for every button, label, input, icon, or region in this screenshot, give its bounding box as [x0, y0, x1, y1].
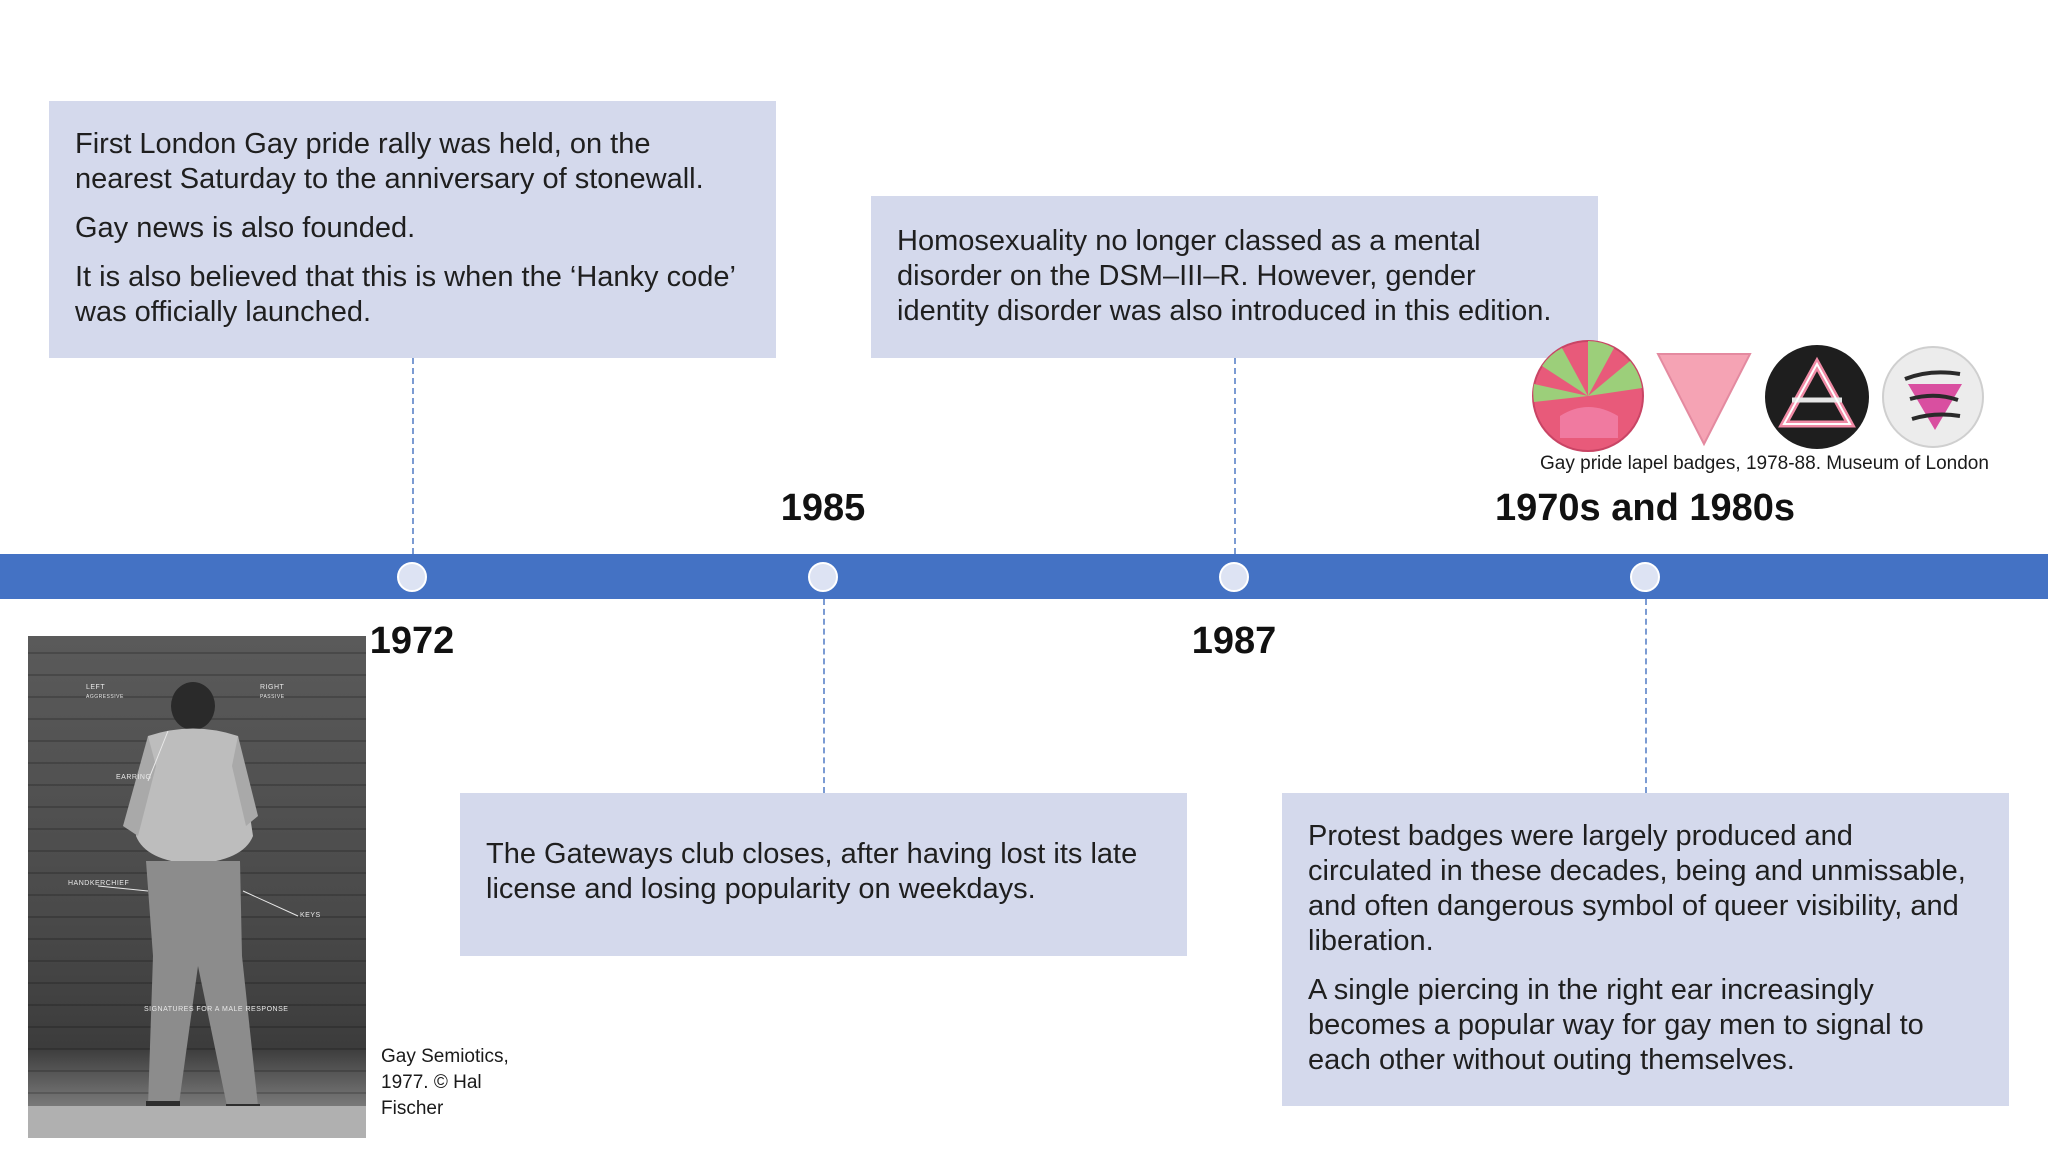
badges-image — [1522, 338, 1996, 458]
connector-1970s-1980s — [1645, 599, 1647, 793]
event-1972-text-1: First London Gay pride rally was held, o… — [75, 128, 704, 195]
year-label-1985: 1985 — [780, 487, 866, 529]
photo-label-left-sub: AGGRESSIVE — [86, 694, 124, 700]
connector-1987 — [1234, 358, 1236, 554]
gay-semiotics-photo: LEFT AGGRESSIVE RIGHT PASSIVE EARRING HA… — [28, 636, 366, 1138]
photo-label-keys: KEYS — [300, 912, 321, 919]
sun-badge — [1532, 340, 1644, 452]
event-box-1972: First London Gay pride rally was held, o… — [49, 101, 776, 358]
timeline-dot-1985 — [808, 562, 838, 592]
triangle-symbol-badge — [1765, 345, 1869, 449]
event-1970s-1980s-text-1: Protest badges were largely produced and… — [1308, 820, 1966, 957]
connector-1985 — [823, 599, 825, 793]
photo-label-earring: EARRING — [116, 774, 152, 781]
event-1985-text-1: The Gateways club closes, after having l… — [486, 838, 1138, 905]
event-box-1987: Homosexuality no longer classed as a men… — [871, 196, 1598, 358]
photo-label-right: RIGHT — [260, 684, 285, 691]
timeline-dot-1972 — [397, 562, 427, 592]
photo-label-left: LEFT — [86, 684, 106, 691]
badges-caption: Gay pride lapel badges, 1978-88. Museum … — [1540, 453, 1989, 474]
year-label-1987: 1987 — [1191, 620, 1277, 662]
event-box-1970s-1980s: Protest badges were largely produced and… — [1282, 793, 2009, 1106]
connector-1972 — [412, 358, 414, 554]
event-1987-text-1: Homosexuality no longer classed as a men… — [897, 225, 1552, 327]
year-label-1972: 1972 — [369, 620, 455, 662]
photo-label-handkerchief: HANDKERCHIEF — [68, 880, 130, 887]
event-1972-text-2: Gay news is also founded. — [75, 212, 416, 244]
timeline-bar — [0, 554, 2048, 599]
event-box-1985: The Gateways club closes, after having l… — [460, 793, 1187, 956]
scrap-the-section-badge — [1882, 346, 1984, 448]
photo-label-signatures: SIGNATURES FOR A MALE RESPONSE — [144, 1006, 289, 1013]
event-1972-text-3: It is also believed that this is when th… — [75, 261, 735, 328]
year-label-1970s-1980s: 1970s and 1980s — [1494, 487, 1796, 529]
event-1970s-1980s-text-2: A single piercing in the right ear incre… — [1308, 974, 1924, 1076]
photo-caption: Gay Semiotics, 1977. © Hal Fischer — [381, 1046, 509, 1119]
photo-label-right-sub: PASSIVE — [260, 694, 285, 700]
timeline-dot-1987 — [1219, 562, 1249, 592]
pink-triangle-badge — [1656, 353, 1752, 447]
timeline-dot-1970s-1980s — [1630, 562, 1660, 592]
